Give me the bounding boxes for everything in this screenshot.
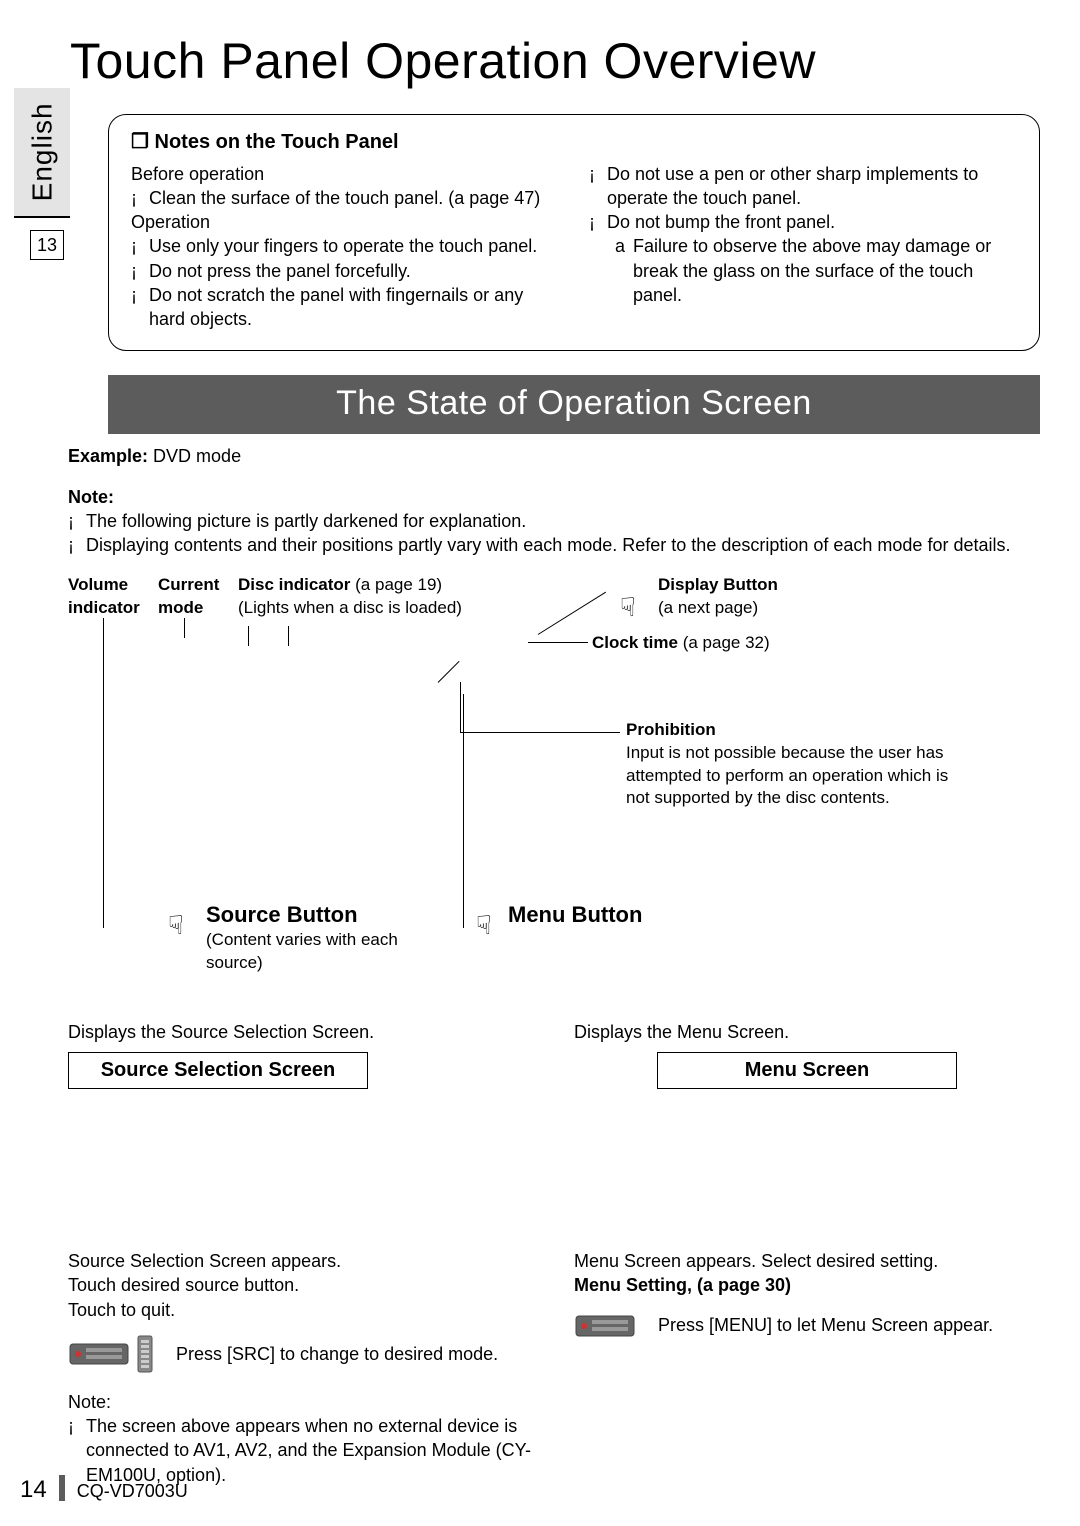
notes-fingers: Use only your fingers to operate the tou… — [149, 234, 537, 258]
main-content: Touch Panel Operation Overview Notes on … — [60, 28, 1040, 1487]
example-value: DVD mode — [148, 446, 241, 466]
menu-button-b: Menu Button — [508, 902, 642, 927]
disc-indicator-label: Disc indicator (a page 19) (Lights when … — [238, 574, 498, 620]
prohibition-text: Input is not possible because the user h… — [626, 743, 948, 808]
bullet-mark: ¡ — [131, 186, 141, 210]
notes-pen: Do not use a pen or other sharp implemen… — [607, 162, 1017, 211]
right-remote-text: Press [MENU] to let Menu Screen appear. — [658, 1313, 993, 1337]
note-block-1: Note: ¡ The following picture is partly d… — [68, 485, 1040, 558]
source-selection-screen-box: Source Selection Screen — [68, 1052, 368, 1089]
touch-hand-icon: ☟ — [168, 912, 184, 938]
touch-hand-icon: ☟ — [476, 912, 492, 938]
clock-time-ref: (a page 32) — [678, 633, 770, 652]
left-displays: Displays the Source Selection Screen. — [68, 1020, 534, 1044]
side-page-box: 13 — [30, 230, 64, 260]
disc-indicator-ref: (a page 19) — [350, 575, 442, 594]
bullet-mark: ¡ — [68, 533, 78, 557]
volume-indicator-label: Volume indicator — [68, 575, 140, 617]
notes-right-col: ¡Do not use a pen or other sharp impleme… — [589, 162, 1017, 332]
footer-page-number: 14 — [20, 1474, 47, 1506]
two-columns: Displays the Source Selection Screen. So… — [68, 1020, 1040, 1487]
notes-bump: Do not bump the front panel. — [607, 210, 835, 234]
display-button-b: Display Button — [658, 575, 778, 594]
left-p2: Touch desired source button. — [68, 1273, 534, 1297]
footer-bar — [59, 1475, 65, 1501]
disc-indicator-sub: (Lights when a disc is loaded) — [238, 598, 462, 617]
side-page-number: 13 — [37, 233, 57, 257]
display-button-label: Display Button (a next page) — [658, 574, 918, 620]
left-p3: Touch to quit. — [68, 1298, 534, 1322]
bullet-mark: ¡ — [589, 210, 599, 234]
left-remote-text: Press [SRC] to change to desired mode. — [176, 1342, 498, 1366]
right-p1: Menu Screen appears. Select desired sett… — [574, 1249, 1040, 1273]
left-p1: Source Selection Screen appears. — [68, 1249, 534, 1273]
notes-before-op: Before operation — [131, 162, 559, 186]
screen-image-placeholder — [574, 1089, 1040, 1249]
right-displays: Displays the Menu Screen. — [574, 1020, 1040, 1044]
menu-screen-box: Menu Screen — [657, 1052, 957, 1089]
clock-time-label: Clock time (a page 32) — [592, 632, 852, 655]
notes-scratch: Do not scratch the panel with fingernail… — [149, 283, 559, 332]
menu-setting-b: Menu Setting, ( — [574, 1275, 703, 1295]
right-column: Displays the Menu Screen. Menu Screen Me… — [574, 1020, 1040, 1487]
diagram-area: Volume indicator Current mode Disc indic… — [68, 574, 1040, 1014]
source-button-label: Source Button (Content varies with each … — [206, 900, 436, 976]
prohibition-block: Prohibition Input is not possible becaus… — [626, 719, 966, 811]
source-button-sub: (Content varies with each source) — [206, 930, 398, 972]
example-label: Example: — [68, 446, 148, 466]
language-label: English — [23, 103, 61, 202]
display-button-sub: (a next page) — [658, 598, 758, 617]
right-menu-setting: Menu Setting, (a page 30) — [574, 1273, 1040, 1297]
notes-left-col: Before operation ¡ Clean the surface of t… — [131, 162, 559, 332]
bullet-mark: ¡ — [68, 509, 78, 533]
page-title: Touch Panel Operation Overview — [70, 28, 1040, 96]
bullet-mark: ¡ — [131, 259, 141, 283]
notes-press: Do not press the panel forcefully. — [149, 259, 411, 283]
section-bar: The State of Operation Screen — [108, 375, 1040, 435]
menu-setting-ref: a page 30) — [703, 1275, 791, 1295]
footer: 14 CQ-VD7003U — [20, 1471, 188, 1506]
example-line: Example: DVD mode — [68, 444, 1040, 468]
menu-button-label: Menu Button — [508, 900, 708, 930]
prohibition-label: Prohibition — [626, 720, 716, 739]
remote-icon — [68, 1332, 158, 1376]
left-note-head: Note: — [68, 1392, 111, 1412]
bullet-mark: ¡ — [131, 234, 141, 258]
source-button-b: Source Button — [206, 902, 358, 927]
notes-box: Notes on the Touch Panel Before operatio… — [108, 114, 1040, 351]
touch-hand-icon: ☟ — [620, 594, 636, 620]
bullet-mark: ¡ — [131, 283, 141, 332]
notes-clean: Clean the surface of the touch panel. (a… — [149, 186, 540, 210]
note1-b1: The following picture is partly darkened… — [86, 509, 526, 533]
screen-image-placeholder — [68, 1089, 534, 1249]
note1-head: Note: — [68, 487, 114, 507]
clock-time-b: Clock time — [592, 633, 678, 652]
current-mode-label: Current mode — [158, 575, 219, 617]
footer-model: CQ-VD7003U — [77, 1479, 188, 1503]
notes-heading: Notes on the Touch Panel — [131, 129, 1017, 156]
disc-indicator-b: Disc indicator — [238, 575, 350, 594]
notes-operation: Operation — [131, 210, 559, 234]
note1-b2: Displaying contents and their positions … — [86, 533, 1011, 557]
notes-failure: Failure to observe the above may damage … — [633, 234, 1017, 307]
left-column: Displays the Source Selection Screen. So… — [68, 1020, 534, 1487]
bullet-mark: ¡ — [589, 162, 599, 211]
remote-icon — [574, 1308, 640, 1344]
bullet-mark: a — [615, 234, 625, 307]
